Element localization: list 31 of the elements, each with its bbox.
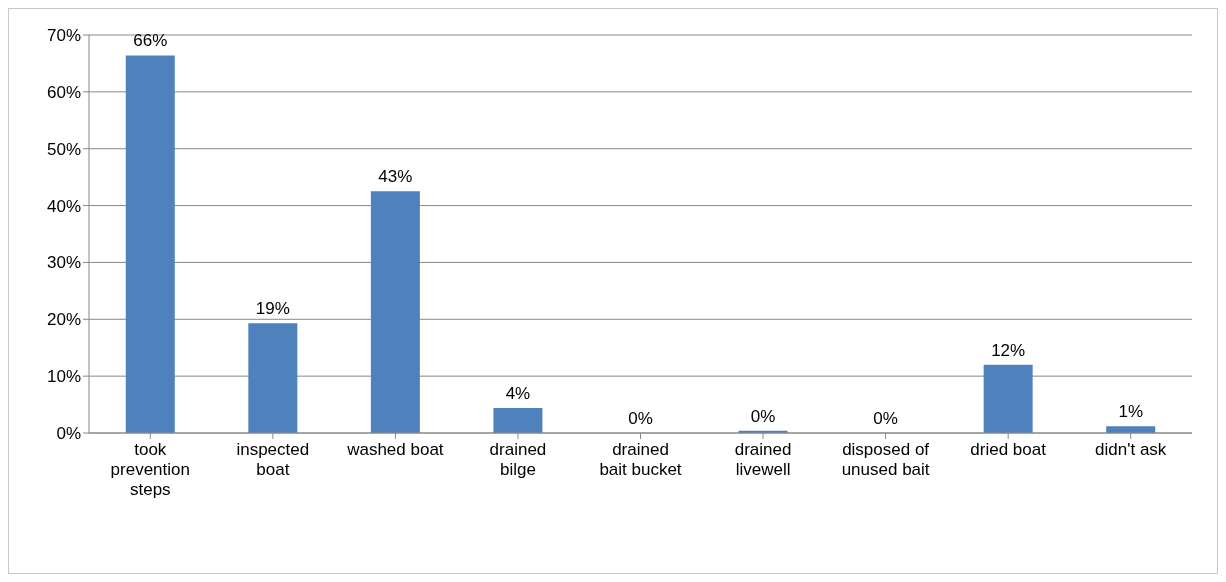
- x-tick-label: drained livewell: [734, 440, 792, 479]
- y-tick-label: 40%: [46, 196, 81, 216]
- data-label: 12%: [991, 340, 1026, 360]
- bar: [248, 323, 298, 433]
- x-tick-label: drained bait bucket: [599, 440, 682, 479]
- data-label: 4%: [505, 383, 531, 403]
- data-label: 19%: [255, 299, 290, 319]
- x-tick-label: drained bilge: [489, 440, 547, 479]
- data-label: 66%: [133, 31, 168, 51]
- y-tick-label: 20%: [46, 310, 81, 330]
- x-tick-label: took prevention steps: [110, 440, 190, 499]
- x-tick-label: didn't ask: [1095, 440, 1167, 459]
- bar: [983, 364, 1033, 433]
- y-tick-label: 10%: [46, 367, 81, 387]
- data-label: 43%: [378, 167, 413, 187]
- data-label: 0%: [750, 406, 776, 426]
- bar: [493, 407, 543, 433]
- x-tick-label: washed boat: [346, 440, 444, 459]
- y-tick-label: 60%: [46, 82, 81, 102]
- data-label: 1%: [1118, 402, 1144, 422]
- y-tick-label: 0%: [56, 424, 81, 444]
- data-label: 0%: [628, 409, 653, 428]
- bar: [125, 55, 175, 433]
- data-label: 0%: [873, 409, 898, 428]
- y-tick-label: 30%: [46, 253, 81, 273]
- y-tick-label: 50%: [46, 139, 81, 159]
- x-tick-label: dried boat: [970, 440, 1047, 459]
- y-tick-label: 70%: [46, 26, 81, 46]
- bar: [370, 191, 420, 433]
- x-tick-label: inspected boat: [236, 440, 310, 479]
- x-tick-label: disposed of unused bait: [841, 440, 930, 479]
